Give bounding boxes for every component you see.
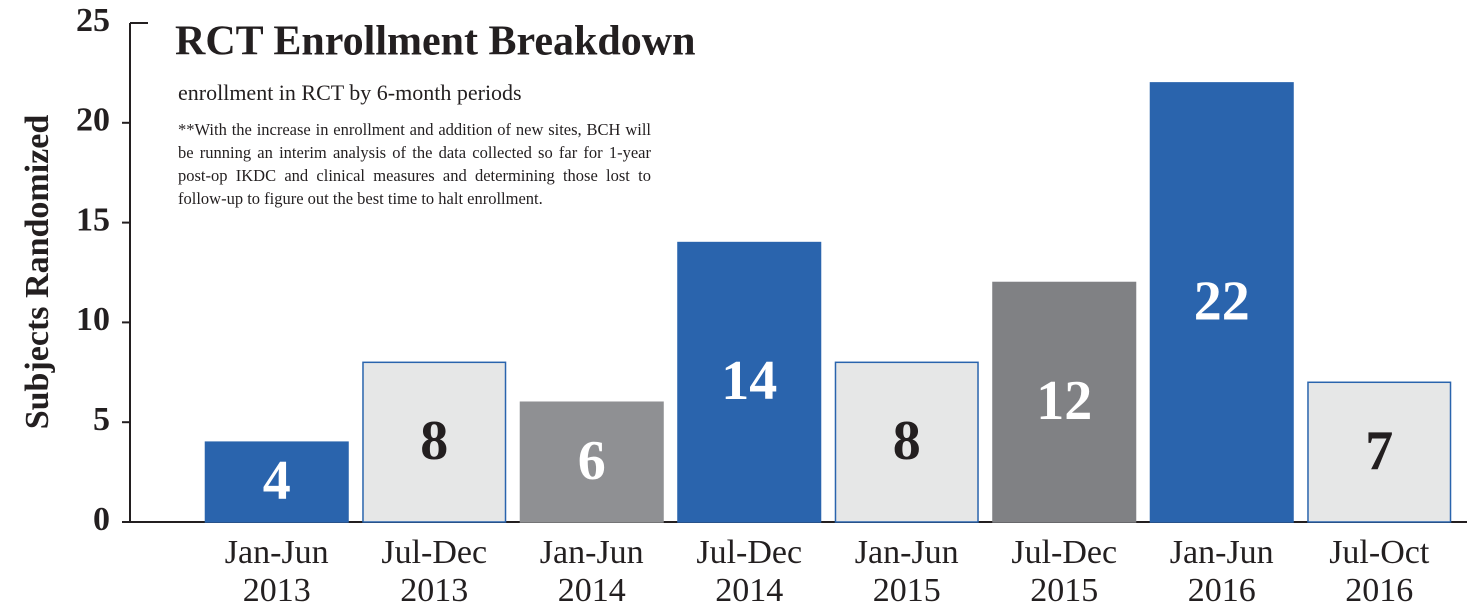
bar xyxy=(992,281,1137,523)
data-label: 14 xyxy=(721,350,777,412)
data-label: 12 xyxy=(1036,370,1092,432)
data-label: 4 xyxy=(263,450,291,512)
y-tick-label: 10 xyxy=(76,301,110,338)
chart-subtitle: enrollment in RCT by 6-month periods xyxy=(178,80,522,105)
y-tick-label: 5 xyxy=(93,401,110,438)
y-tick-label: 0 xyxy=(93,501,110,538)
bar xyxy=(362,361,507,523)
y-tick-label: 15 xyxy=(76,201,110,238)
data-label: 6 xyxy=(578,430,606,492)
annotation: **With the increase in enrollment and ad… xyxy=(178,120,651,208)
y-tick-label: 25 xyxy=(76,2,110,39)
data-label: 8 xyxy=(420,410,448,472)
x-tick-label: Jan-Jun 2016 xyxy=(1170,534,1274,609)
x-tick-label: Jul-Dec 2014 xyxy=(696,534,802,609)
y-tick-label: 20 xyxy=(76,102,110,139)
chart-title: RCT Enrollment Breakdown xyxy=(175,19,695,65)
bar xyxy=(677,241,822,523)
bar xyxy=(519,401,664,523)
bar xyxy=(834,361,979,523)
y-axis-label: Subjects Randomized xyxy=(19,115,56,430)
data-label: 7 xyxy=(1365,420,1393,482)
x-tick-label: Jul-Oct 2016 xyxy=(1329,534,1430,609)
x-tick-label: Jul-Dec 2015 xyxy=(1011,534,1117,609)
x-tick-label: Jul-Dec 2013 xyxy=(381,534,487,609)
x-tick-label: Jan-Jun 2013 xyxy=(225,534,329,609)
bar xyxy=(204,441,349,523)
data-label: 22 xyxy=(1194,270,1250,332)
x-tick-label: Jan-Jun 2014 xyxy=(540,534,644,609)
bar xyxy=(1149,82,1294,523)
data-label: 8 xyxy=(893,410,921,472)
bar xyxy=(1307,381,1452,523)
x-tick-label: Jan-Jun 2015 xyxy=(855,534,959,609)
